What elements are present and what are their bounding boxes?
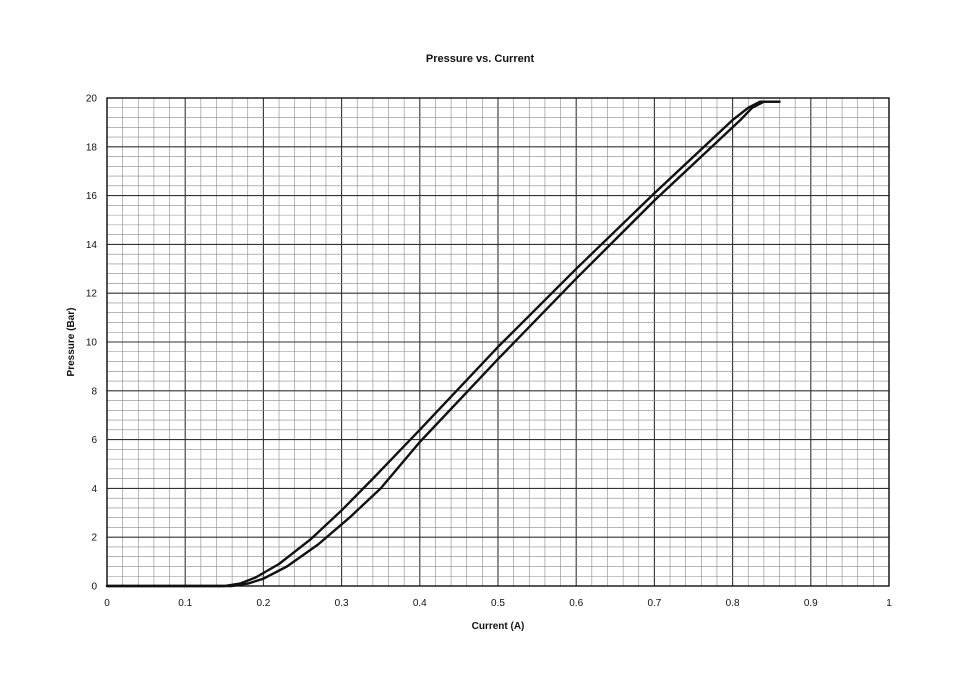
y-tick-label: 20 (86, 94, 98, 105)
y-tick-label: 10 (86, 338, 98, 349)
x-tick-label: 0.9 (804, 598, 818, 609)
chart-title: Pressure vs. Current (426, 53, 535, 65)
x-tick-label: 0.4 (413, 598, 427, 609)
x-tick-label: 0.1 (178, 598, 192, 609)
series-line-1 (105, 100, 781, 588)
y-tick-label: 2 (91, 533, 97, 544)
x-tick-label: 1 (886, 598, 892, 609)
y-tick-label: 0 (91, 582, 97, 593)
y-tick-label: 18 (86, 142, 98, 153)
y-tick-label: 8 (91, 386, 97, 397)
x-tick-label: 0.5 (491, 598, 505, 609)
series-line-2 (105, 100, 781, 588)
y-tick-label: 12 (86, 289, 98, 300)
x-tick-label: 0.2 (256, 598, 270, 609)
x-tick-label: 0.8 (726, 598, 740, 609)
x-axis-label: Current (A) (472, 621, 525, 632)
x-tick-label: 0.6 (569, 598, 583, 609)
x-tick-label: 0.3 (335, 598, 349, 609)
x-axis-ticks: 0 0.1 0.2 0.3 0.4 0.5 0.6 0.7 0.8 0.9 1 (104, 598, 892, 609)
y-tick-label: 4 (91, 484, 97, 495)
grid (106, 97, 890, 587)
y-tick-label: 16 (86, 191, 98, 202)
series-group (105, 100, 781, 588)
y-axis-ticks: 0 2 4 6 8 10 12 14 16 18 20 (86, 94, 98, 593)
x-tick-label: 0 (104, 598, 110, 609)
y-tick-label: 6 (91, 435, 97, 446)
x-tick-label: 0.7 (647, 598, 661, 609)
y-tick-label: 14 (86, 240, 98, 251)
plot-frame (106, 97, 890, 587)
y-axis-label: Pressure (Bar) (66, 308, 77, 377)
